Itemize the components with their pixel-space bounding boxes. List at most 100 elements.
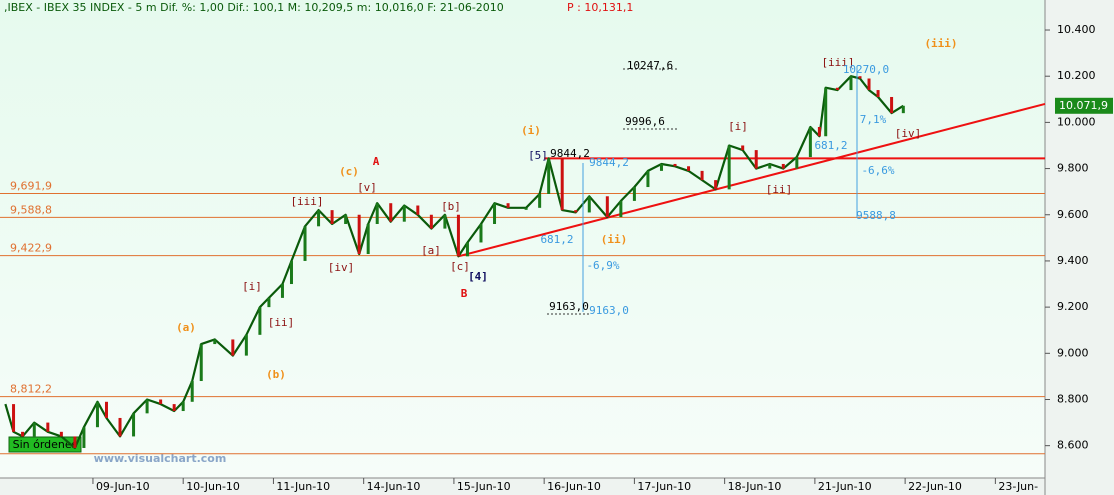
annotation: [ii] bbox=[766, 183, 793, 196]
y-tick-label: 8.800 bbox=[1057, 392, 1089, 405]
candle bbox=[867, 78, 871, 91]
annotation: [c] bbox=[450, 260, 470, 273]
candle bbox=[700, 170, 704, 181]
x-tick-label: 21-Jun-10 bbox=[818, 480, 872, 493]
x-tick-label: 11-Jun-10 bbox=[276, 480, 330, 493]
annotation: [4] bbox=[468, 270, 488, 283]
candle bbox=[181, 401, 185, 412]
y-tick-label: 10.200 bbox=[1057, 69, 1096, 82]
candle bbox=[199, 344, 203, 382]
annotation: [i] bbox=[242, 280, 262, 293]
candle bbox=[687, 166, 691, 171]
candle bbox=[479, 223, 483, 243]
annotation: 9588,8 bbox=[856, 209, 896, 222]
annotation: [v] bbox=[357, 181, 377, 194]
x-tick-label: 16-Jun-10 bbox=[547, 480, 601, 493]
candle bbox=[32, 422, 36, 437]
annotation: [i] bbox=[728, 120, 748, 133]
x-tick-label: 22-Jun-10 bbox=[908, 480, 962, 493]
x-tick-label: 15-Jun-10 bbox=[457, 480, 511, 493]
candle bbox=[159, 399, 163, 405]
candle bbox=[673, 163, 677, 167]
candle bbox=[213, 339, 217, 345]
level-label: 9,422,9 bbox=[10, 242, 52, 255]
y-tick-label: 9.400 bbox=[1057, 254, 1089, 267]
candle bbox=[330, 210, 334, 224]
annotation: [iii] bbox=[821, 56, 854, 69]
header: ,IBEX - IBEX 35 INDEX - 5 m Dif. %: 1,00… bbox=[4, 1, 504, 14]
candle bbox=[317, 210, 321, 227]
x-axis-area bbox=[0, 478, 1045, 495]
candle bbox=[344, 214, 348, 224]
annotation: [ii] bbox=[268, 316, 295, 329]
x-tick-label: 18-Jun-10 bbox=[728, 480, 782, 493]
candle bbox=[768, 163, 772, 169]
annotation: 9996,6 bbox=[625, 115, 665, 128]
trendline bbox=[458, 102, 1046, 258]
y-tick-label: 9.600 bbox=[1057, 208, 1089, 221]
candle bbox=[538, 193, 542, 208]
candle bbox=[416, 205, 420, 215]
candle bbox=[587, 196, 591, 213]
candle bbox=[876, 90, 880, 97]
candle bbox=[795, 157, 799, 169]
candle bbox=[132, 413, 136, 437]
candle bbox=[244, 334, 248, 356]
candle bbox=[817, 127, 821, 137]
annotation: 681,2 bbox=[814, 139, 847, 152]
price-box-label: 10.071,9 bbox=[1059, 99, 1108, 112]
candle bbox=[375, 203, 379, 224]
candle bbox=[659, 163, 663, 171]
candle bbox=[890, 96, 894, 114]
candle bbox=[858, 76, 862, 79]
candle bbox=[12, 404, 16, 432]
status-box bbox=[8, 436, 82, 453]
y-tick-label: 9.800 bbox=[1057, 162, 1089, 175]
annotation: (c) bbox=[339, 165, 359, 178]
annotation: B bbox=[461, 287, 468, 300]
candle bbox=[21, 431, 25, 437]
annotation: 10247,6 bbox=[627, 59, 673, 72]
level-label: 9,691,9 bbox=[10, 180, 52, 193]
annotation: 9163,0 bbox=[589, 304, 629, 317]
annotation: (ii) bbox=[601, 233, 628, 246]
candle bbox=[145, 399, 149, 414]
x-tick-label: 23-Jun- bbox=[998, 480, 1038, 493]
candle bbox=[231, 339, 235, 356]
candle bbox=[506, 203, 510, 208]
candle bbox=[95, 401, 99, 428]
annotation: A bbox=[373, 155, 380, 168]
x-tick-label: 09-Jun-10 bbox=[96, 480, 150, 493]
annotation: [iv] bbox=[895, 127, 922, 140]
candle bbox=[172, 404, 176, 412]
annotation: -6,6% bbox=[861, 164, 894, 177]
annotation: [iii] bbox=[290, 195, 323, 208]
candle bbox=[258, 307, 262, 335]
x-tick-label: 17-Jun-10 bbox=[637, 480, 691, 493]
annotation: [iv] bbox=[328, 261, 355, 274]
candle bbox=[465, 242, 469, 257]
annotation: 9844,2 bbox=[589, 156, 629, 169]
candle bbox=[389, 203, 393, 222]
y-tick-label: 8.600 bbox=[1057, 439, 1089, 452]
candle bbox=[493, 203, 497, 224]
candle bbox=[714, 180, 718, 190]
annotation: (iii) bbox=[924, 37, 957, 50]
x-tick-label: 14-Jun-10 bbox=[367, 480, 421, 493]
candle bbox=[289, 260, 293, 285]
candle bbox=[632, 187, 636, 201]
candle bbox=[357, 214, 361, 255]
candle bbox=[46, 422, 50, 432]
level-label: 8,812,2 bbox=[10, 383, 52, 396]
y-tick-label: 10.400 bbox=[1057, 23, 1096, 36]
candle bbox=[754, 150, 758, 169]
candle bbox=[59, 431, 63, 437]
x-tick-label: 10-Jun-10 bbox=[186, 480, 240, 493]
header-price: P : 10,131,1 bbox=[567, 1, 633, 14]
candle bbox=[524, 207, 528, 210]
annotation: 10270,0 bbox=[843, 63, 889, 76]
candle bbox=[82, 427, 86, 448]
annotation: (b) bbox=[266, 368, 286, 381]
